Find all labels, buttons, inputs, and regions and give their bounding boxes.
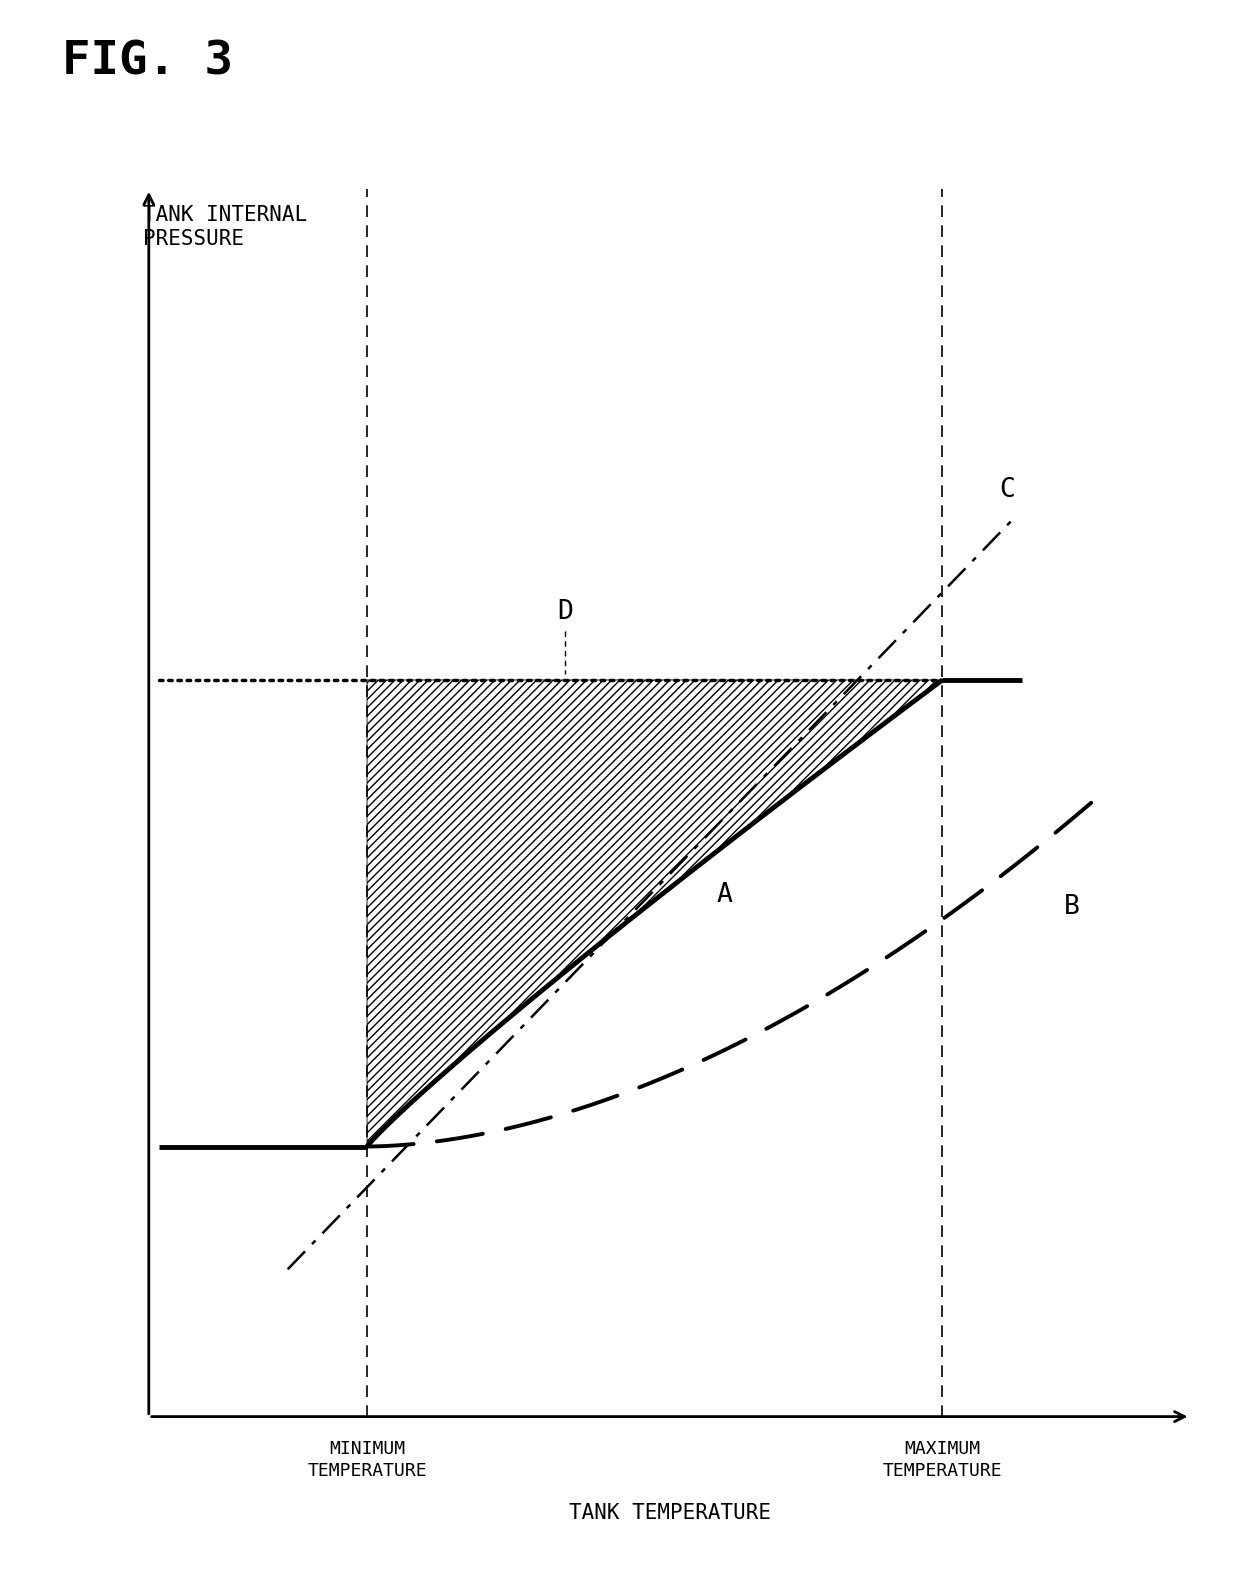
Text: TANK TEMPERATURE: TANK TEMPERATURE [569, 1503, 770, 1524]
Text: A: A [717, 881, 732, 908]
Text: D: D [558, 600, 573, 625]
Text: MAXIMUM
TEMPERATURE: MAXIMUM TEMPERATURE [883, 1440, 1002, 1481]
Text: B: B [1064, 894, 1079, 921]
Text: MINIMUM
TEMPERATURE: MINIMUM TEMPERATURE [308, 1440, 427, 1481]
Text: FIG. 3: FIG. 3 [62, 39, 233, 85]
Text: TANK INTERNAL
PRESSURE: TANK INTERNAL PRESSURE [143, 205, 306, 249]
Text: C: C [999, 477, 1014, 502]
